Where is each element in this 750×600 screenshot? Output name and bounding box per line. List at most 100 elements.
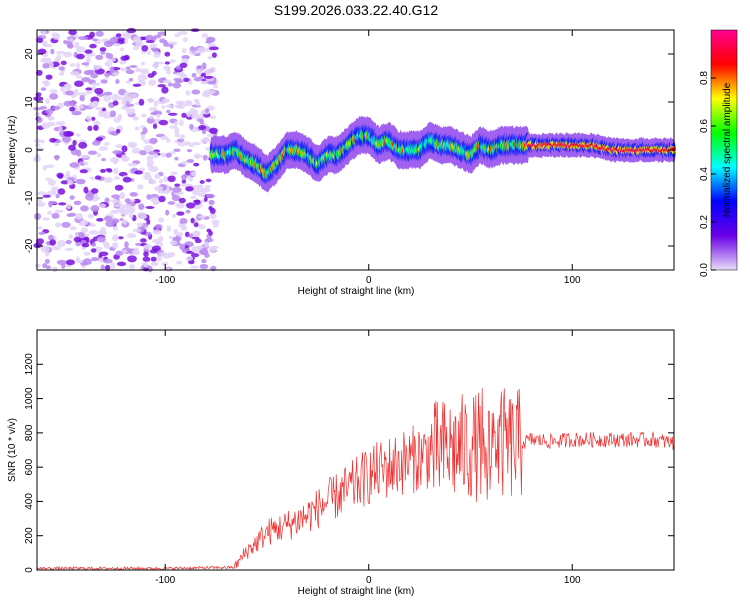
noise-cell [190, 265, 199, 269]
noise-cell [69, 63, 76, 67]
noise-cell [176, 260, 182, 265]
noise-cell [108, 126, 115, 132]
noise-cell [204, 108, 210, 113]
noise-cell [174, 183, 181, 187]
noise-cell [127, 255, 137, 263]
noise-cell [175, 100, 185, 105]
noise-cell [73, 200, 82, 206]
noise-cell [76, 53, 85, 60]
noise-cell [103, 215, 113, 222]
noise-cell [169, 240, 178, 246]
noise-cell [199, 180, 205, 184]
noise-cell [143, 267, 149, 272]
noise-cell [193, 98, 199, 103]
noise-cell [202, 154, 208, 161]
noise-cell [165, 152, 172, 158]
y-tick-label: 0 [24, 147, 35, 153]
noise-cell [98, 146, 108, 151]
noise-cell [204, 184, 211, 188]
noise-cell [112, 167, 119, 175]
noise-cell [174, 104, 182, 109]
x-tick-label: 0 [366, 275, 372, 286]
noise-cell [100, 168, 106, 173]
noise-cell [100, 264, 105, 271]
noise-cell [125, 80, 131, 84]
noise-cell [147, 265, 153, 273]
noise-cell [145, 40, 155, 44]
noise-cell [43, 57, 52, 64]
noise-cell [208, 46, 219, 51]
noise-cell [146, 155, 154, 162]
noise-cell [191, 89, 201, 95]
noise-cell [175, 80, 184, 83]
noise-cell [90, 205, 100, 212]
noise-cell [145, 206, 155, 209]
noise-cell [43, 80, 50, 87]
noise-cell [148, 179, 157, 185]
noise-cell [113, 176, 121, 180]
noise-cell [109, 130, 117, 136]
noise-cell [114, 203, 122, 208]
noise-cell [153, 100, 158, 107]
noise-cell [101, 107, 107, 112]
noise-cell [120, 55, 129, 61]
noise-cell [132, 83, 142, 87]
noise-cell [71, 111, 82, 116]
noise-cell [152, 123, 158, 129]
noise-cell [143, 262, 149, 268]
noise-cell [132, 116, 139, 121]
noise-cell [174, 156, 179, 161]
noise-cell [93, 124, 99, 131]
noise-cell [81, 62, 90, 66]
noise-cell [174, 133, 181, 138]
noise-cell [198, 215, 207, 219]
noise-cell [60, 86, 66, 92]
noise-cell [192, 141, 202, 146]
noise-cell [129, 192, 138, 197]
noise-cell [36, 69, 43, 76]
noise-cell [161, 86, 169, 94]
noise-cell [157, 31, 166, 36]
noise-cell [171, 186, 182, 193]
noise-cell [121, 154, 127, 161]
noise-cell [56, 50, 66, 55]
noise-cell [148, 166, 159, 173]
noise-cell [177, 142, 187, 147]
noise-cell [92, 198, 98, 202]
y-tick-label: 400 [24, 493, 35, 510]
noise-cell [112, 150, 122, 155]
noise-cell [54, 155, 59, 161]
noise-cell [197, 47, 207, 54]
noise-cell [103, 114, 112, 119]
noise-cell [201, 128, 207, 135]
noise-cell [91, 242, 96, 247]
noise-cell [190, 171, 196, 176]
colorbar-tick-label: 0.2 [699, 215, 710, 229]
noise-cell [63, 100, 73, 107]
noise-cell [181, 112, 187, 118]
noise-cell [61, 221, 71, 228]
snr-frame [36, 329, 675, 571]
noise-cell [42, 263, 48, 269]
noise-cell [103, 91, 113, 96]
noise-cell [54, 209, 64, 213]
noise-cell [95, 175, 102, 180]
noise-cell [73, 236, 82, 243]
noise-cell [85, 115, 92, 122]
noise-cell [48, 234, 54, 241]
noise-cell [101, 158, 106, 162]
noise-cell [170, 171, 178, 176]
noise-cell [80, 227, 88, 234]
noise-cell [51, 245, 61, 251]
noise-cell [92, 140, 101, 146]
noise-cell [36, 117, 43, 123]
noise-cell [136, 222, 144, 228]
noise-cell [191, 73, 197, 78]
noise-cell [194, 154, 204, 158]
noise-cell [151, 245, 161, 252]
noise-cell [172, 82, 182, 89]
noise-cell [183, 37, 188, 43]
noise-cell [167, 82, 173, 87]
colorbar: 0.0 0.2 0.4 0.6 0.8 Normalized spectral ampl… [699, 29, 738, 277]
noise-cell [36, 201, 46, 207]
